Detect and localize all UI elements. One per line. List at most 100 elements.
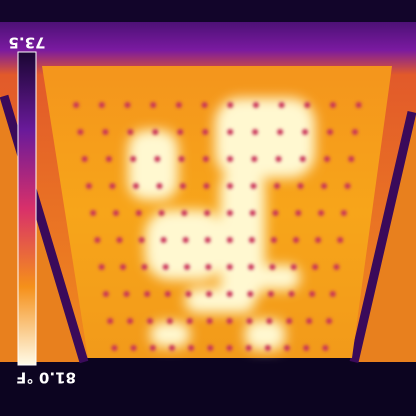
- dot: [272, 210, 279, 216]
- dot: [154, 156, 161, 162]
- dot: [178, 156, 185, 162]
- dot: [112, 210, 119, 216]
- dot: [206, 291, 213, 297]
- dot: [322, 345, 329, 351]
- dot: [227, 156, 234, 162]
- dot: [184, 264, 191, 270]
- dot: [248, 264, 255, 270]
- dot: [162, 264, 169, 270]
- dot: [252, 102, 259, 108]
- dot: [205, 264, 212, 270]
- dot: [333, 264, 340, 270]
- dot: [130, 345, 137, 351]
- dot: [284, 345, 291, 351]
- dot: [226, 291, 233, 297]
- dot: [226, 210, 233, 216]
- dot: [252, 129, 259, 135]
- dot: [90, 210, 97, 216]
- dot: [188, 345, 195, 351]
- scale-bottom-label: 81.0 °F: [16, 369, 76, 387]
- dot: [344, 183, 351, 189]
- dot: [146, 318, 153, 324]
- dot: [160, 237, 167, 243]
- dot: [309, 291, 316, 297]
- top-edge: [0, 0, 416, 22]
- dot: [203, 183, 210, 189]
- dot: [286, 318, 293, 324]
- dot: [295, 210, 302, 216]
- dot: [315, 237, 322, 243]
- dot: [102, 129, 109, 135]
- dot: [141, 264, 148, 270]
- dot: [269, 264, 276, 270]
- dot: [306, 318, 313, 324]
- dot: [182, 237, 189, 243]
- dot: [202, 156, 209, 162]
- dot: [111, 345, 118, 351]
- dot: [207, 345, 214, 351]
- dot: [144, 291, 151, 297]
- dot: [181, 210, 188, 216]
- dot: [81, 156, 88, 162]
- dot: [124, 102, 131, 108]
- dot: [202, 129, 209, 135]
- dot: [288, 291, 295, 297]
- dot: [120, 264, 127, 270]
- dot: [326, 318, 333, 324]
- dot: [227, 129, 234, 135]
- dot: [185, 291, 192, 297]
- dot: [247, 291, 254, 297]
- dot: [329, 102, 336, 108]
- dot: [227, 102, 234, 108]
- dot: [85, 183, 92, 189]
- dot: [264, 345, 271, 351]
- dot: [304, 102, 311, 108]
- dot: [248, 237, 255, 243]
- dot: [179, 183, 186, 189]
- dot: [177, 129, 184, 135]
- dot: [107, 318, 114, 324]
- dot: [73, 102, 80, 108]
- dot: [175, 102, 182, 108]
- bottom-edge: [0, 358, 416, 416]
- dot: [297, 183, 304, 189]
- dot: [277, 129, 284, 135]
- dot: [302, 129, 309, 135]
- dot: [135, 210, 142, 216]
- dot: [226, 237, 233, 243]
- dot: [77, 129, 84, 135]
- dot: [278, 102, 285, 108]
- dot: [226, 345, 233, 351]
- dot: [329, 291, 336, 297]
- dot: [299, 156, 306, 162]
- dot: [270, 237, 277, 243]
- dot: [158, 210, 165, 216]
- dot: [251, 156, 258, 162]
- dot: [245, 345, 252, 351]
- dot: [150, 102, 157, 108]
- dot: [246, 318, 253, 324]
- hot-spots: [128, 98, 315, 350]
- scale-top-label: 73.5: [8, 34, 45, 52]
- dot: [149, 345, 156, 351]
- dot: [204, 237, 211, 243]
- dot: [351, 129, 358, 135]
- dot: [355, 102, 362, 108]
- dot: [109, 183, 116, 189]
- dot: [337, 237, 344, 243]
- dot: [105, 156, 112, 162]
- dot: [132, 183, 139, 189]
- frame-lines: [0, 94, 416, 364]
- dot: [168, 345, 175, 351]
- dot: [226, 318, 233, 324]
- dot: [206, 318, 213, 324]
- dot: [156, 183, 163, 189]
- dot: [326, 129, 333, 135]
- dot: [201, 102, 208, 108]
- dot: [318, 210, 325, 216]
- dot: [204, 210, 211, 216]
- panel-dots: [73, 102, 362, 351]
- dot: [267, 291, 274, 297]
- dot: [127, 129, 134, 135]
